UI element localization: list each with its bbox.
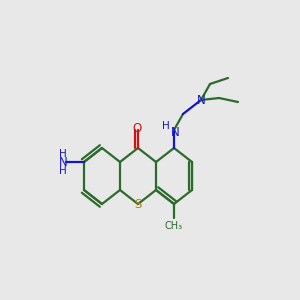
Text: N: N [196, 94, 206, 107]
Text: N: N [171, 125, 179, 139]
Text: H: H [162, 121, 170, 131]
Text: N: N [58, 157, 68, 169]
Text: H: H [59, 166, 67, 176]
Text: CH₃: CH₃ [165, 221, 183, 231]
Text: H: H [59, 149, 67, 159]
Text: O: O [132, 122, 142, 136]
Text: S: S [134, 199, 142, 212]
